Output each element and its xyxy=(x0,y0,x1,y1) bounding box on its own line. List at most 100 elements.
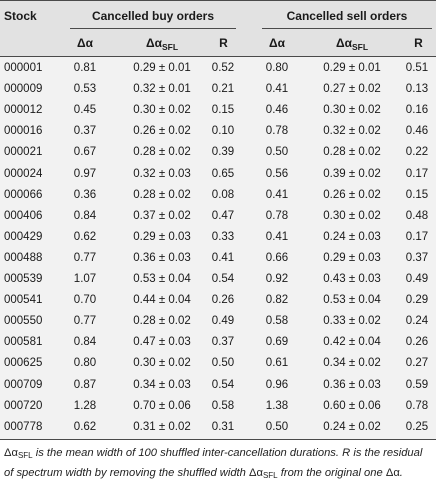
cell-buy-delta-alpha: 0.37 xyxy=(73,125,97,138)
cell-stock: 000778 xyxy=(4,420,43,433)
header-sell-delta-alpha-sfl: ΔαSFL xyxy=(335,36,369,52)
cell-buy-r: 0.47 xyxy=(211,209,235,222)
cell-sell-delta-alpha: 0.41 xyxy=(265,83,289,96)
cell-stock: 000625 xyxy=(4,357,43,370)
cell-sell-delta-alpha-sfl: 0.26 ± 0.02 xyxy=(323,188,381,201)
table-body-band xyxy=(0,56,436,439)
sell-group-rule xyxy=(262,28,432,29)
cell-stock: 000541 xyxy=(4,294,43,307)
cell-sell-delta-alpha-sfl: 0.34 ± 0.02 xyxy=(323,357,381,370)
cell-buy-delta-alpha-sfl: 0.37 ± 0.02 xyxy=(133,209,191,222)
cell-buy-r: 0.54 xyxy=(211,273,235,285)
cell-sell-delta-alpha-sfl: 0.29 ± 0.03 xyxy=(323,251,381,264)
cell-sell-r: 0.26 xyxy=(405,336,429,349)
cell-sell-delta-alpha-sfl: 0.39 ± 0.02 xyxy=(323,167,381,180)
cell-sell-delta-alpha: 0.41 xyxy=(265,230,289,243)
cell-buy-r: 0.37 xyxy=(211,336,235,349)
footnote-text-1: is the mean width of 100 shuffled inter-… xyxy=(32,447,343,459)
header-buy-delta-alpha: Δα xyxy=(76,36,93,50)
cell-buy-delta-alpha: 0.36 xyxy=(73,188,97,201)
cell-sell-r: 0.13 xyxy=(405,83,429,96)
cell-buy-delta-alpha: 0.45 xyxy=(73,104,97,117)
cell-buy-delta-alpha-sfl: 0.30 ± 0.02 xyxy=(133,104,191,117)
header-bottom-rule xyxy=(0,56,436,57)
header-cancelled-buy: Cancelled buy orders xyxy=(91,9,215,23)
cell-sell-delta-alpha: 0.61 xyxy=(265,357,289,370)
cell-sell-delta-alpha: 0.50 xyxy=(265,146,289,159)
cell-stock: 000406 xyxy=(4,209,43,222)
cell-sell-delta-alpha-sfl: 0.33 ± 0.02 xyxy=(323,315,381,328)
cell-sell-r: 0.17 xyxy=(405,230,429,243)
cell-buy-delta-alpha-sfl: 0.29 ± 0.03 xyxy=(133,230,191,243)
cell-sell-delta-alpha-sfl: 0.43 ± 0.03 xyxy=(323,273,381,285)
cell-sell-delta-alpha: 0.41 xyxy=(265,188,289,201)
cell-sell-delta-alpha-sfl: 0.24 ± 0.03 xyxy=(323,230,381,243)
cell-sell-delta-alpha-sfl: 0.29 ± 0.01 xyxy=(323,62,381,74)
cell-buy-r: 0.39 xyxy=(211,146,235,159)
cell-sell-r: 0.51 xyxy=(405,62,429,74)
cell-buy-delta-alpha: 0.84 xyxy=(73,209,97,222)
cell-buy-delta-alpha: 0.97 xyxy=(73,167,97,180)
header-buy-r: R xyxy=(219,36,228,50)
cell-sell-r: 0.22 xyxy=(405,146,429,159)
cell-stock: 000009 xyxy=(4,83,43,96)
cell-sell-r: 0.46 xyxy=(405,125,429,138)
cell-buy-delta-alpha: 0.80 xyxy=(73,357,97,370)
cell-buy-r: 0.50 xyxy=(211,357,235,370)
cell-sell-delta-alpha: 0.46 xyxy=(265,104,289,117)
cell-buy-delta-alpha-sfl: 0.36 ± 0.03 xyxy=(133,251,191,264)
cell-buy-r: 0.08 xyxy=(211,188,235,201)
cell-sell-delta-alpha: 0.82 xyxy=(265,294,289,307)
cell-sell-r: 0.29 xyxy=(405,294,429,307)
cell-stock: 000709 xyxy=(4,378,43,391)
cell-sell-delta-alpha: 0.58 xyxy=(265,315,289,328)
cell-sell-r: 0.15 xyxy=(405,188,429,201)
cell-buy-r: 0.65 xyxy=(211,167,235,180)
footnote-sym-sub: SFL xyxy=(17,451,33,460)
cell-stock: 000012 xyxy=(4,104,43,117)
cell-buy-delta-alpha: 0.77 xyxy=(73,315,97,328)
cell-buy-r: 0.58 xyxy=(211,399,235,412)
cell-sell-delta-alpha-sfl: 0.32 ± 0.02 xyxy=(323,125,381,138)
cell-buy-delta-alpha: 0.62 xyxy=(73,230,97,243)
header-buy-delta-alpha-sfl: ΔαSFL xyxy=(145,36,179,52)
cell-sell-delta-alpha-sfl: 0.28 ± 0.02 xyxy=(323,146,381,159)
cell-sell-r: 0.17 xyxy=(405,167,429,180)
cell-sell-r: 0.24 xyxy=(405,315,429,328)
header-cancelled-sell: Cancelled sell orders xyxy=(286,9,408,23)
cell-sell-delta-alpha: 0.78 xyxy=(265,125,289,138)
cell-buy-delta-alpha-sfl: 0.34 ± 0.03 xyxy=(133,378,191,391)
cell-stock: 000720 xyxy=(4,399,43,412)
cell-sell-delta-alpha: 0.66 xyxy=(265,251,289,264)
cell-sell-delta-alpha-sfl: 0.36 ± 0.03 xyxy=(323,378,381,391)
cell-buy-delta-alpha-sfl: 0.28 ± 0.02 xyxy=(133,146,191,159)
cell-sell-r: 0.49 xyxy=(405,273,429,285)
cell-sell-delta-alpha-sfl: 0.30 ± 0.02 xyxy=(323,104,381,117)
cell-sell-delta-alpha-sfl: 0.30 ± 0.02 xyxy=(323,209,381,222)
cell-buy-r: 0.41 xyxy=(211,251,235,264)
cell-sell-r: 0.48 xyxy=(405,209,429,222)
cell-buy-delta-alpha: 0.77 xyxy=(73,251,97,264)
cell-buy-delta-alpha-sfl: 0.44 ± 0.04 xyxy=(133,294,191,307)
cell-sell-r: 0.27 xyxy=(405,357,429,370)
cell-sell-delta-alpha: 0.96 xyxy=(265,378,289,391)
cell-buy-delta-alpha-sfl: 0.29 ± 0.01 xyxy=(133,62,191,74)
cell-buy-delta-alpha-sfl: 0.32 ± 0.01 xyxy=(133,83,191,96)
header-stock: Stock xyxy=(4,9,37,23)
cell-buy-delta-alpha: 0.87 xyxy=(73,378,97,391)
cell-sell-delta-alpha: 1.38 xyxy=(265,399,289,412)
footnote-text-3: from the original one xyxy=(277,466,386,479)
cell-buy-delta-alpha-sfl: 0.28 ± 0.02 xyxy=(133,315,191,328)
cell-buy-delta-alpha-sfl: 0.30 ± 0.02 xyxy=(133,357,191,370)
cell-stock: 000021 xyxy=(4,146,43,159)
cell-buy-delta-alpha: 0.67 xyxy=(73,146,97,159)
cell-buy-r: 0.31 xyxy=(211,420,235,433)
cell-buy-delta-alpha: 0.53 xyxy=(73,83,97,96)
cell-sell-delta-alpha: 0.80 xyxy=(265,62,289,74)
cell-stock: 000429 xyxy=(4,230,43,243)
cell-buy-delta-alpha: 1.28 xyxy=(73,399,97,412)
cell-buy-delta-alpha-sfl: 0.70 ± 0.06 xyxy=(133,399,191,412)
header-sell-r: R xyxy=(414,36,423,50)
cell-sell-delta-alpha: 0.92 xyxy=(265,273,289,285)
